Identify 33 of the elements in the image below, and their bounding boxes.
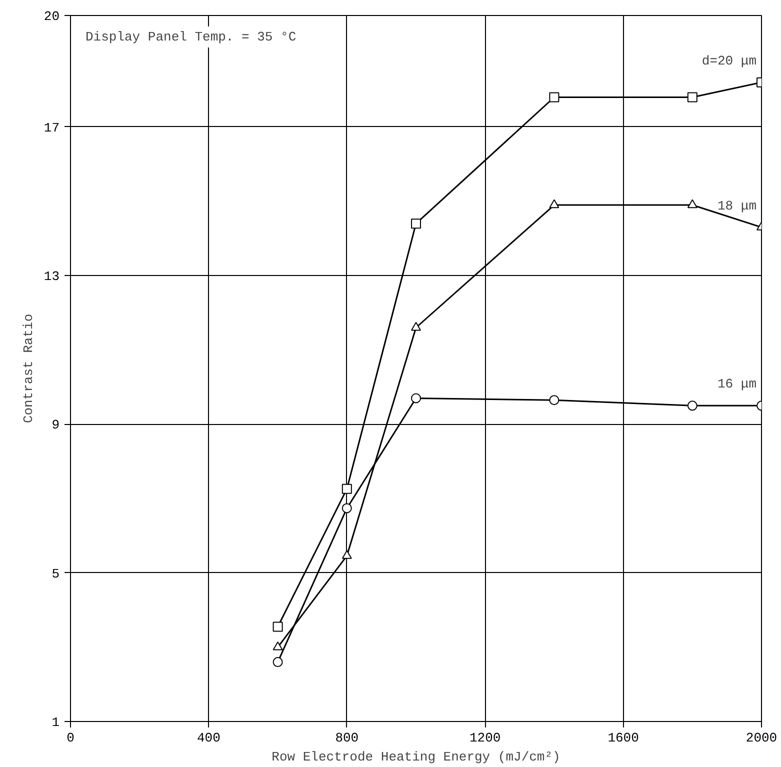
point	[549, 92, 560, 102]
point	[272, 622, 283, 632]
x-tick-label: 1600	[608, 730, 639, 746]
x-tick-label: 0	[66, 730, 74, 746]
series-label: 18 μm	[717, 198, 757, 214]
x-axis-title: Row Electrode Heating Energy (mJ/cm²)	[272, 750, 560, 764]
point	[687, 92, 698, 102]
point	[411, 322, 421, 331]
point	[687, 400, 698, 411]
y-tick-label: 20	[44, 9, 60, 24]
y-tick-label: 17	[44, 120, 60, 136]
y-tick-label: 13	[44, 269, 60, 284]
y-tick-label: 9	[52, 418, 60, 433]
series-label: 16 μm	[717, 376, 757, 392]
point	[411, 218, 421, 229]
point	[272, 657, 283, 668]
y-tick-label: 1	[52, 715, 60, 730]
point	[342, 550, 352, 559]
y-tick-label: 5	[52, 566, 60, 582]
point	[342, 484, 352, 494]
point	[687, 199, 698, 208]
point	[549, 395, 560, 406]
y-axis-title: Contrast Ratio	[20, 314, 36, 424]
point	[342, 503, 352, 514]
x-tick-label: 1200	[469, 730, 501, 746]
annotation: Display Panel Temp. = 35 °C	[86, 30, 296, 44]
point	[549, 199, 560, 208]
series-label: d=20 μm	[702, 53, 757, 68]
point	[272, 641, 283, 650]
x-tick-label: 2000	[746, 730, 778, 746]
x-tick-label: 800	[335, 730, 359, 746]
x-tick-label: 400	[197, 730, 220, 746]
point	[411, 393, 421, 404]
